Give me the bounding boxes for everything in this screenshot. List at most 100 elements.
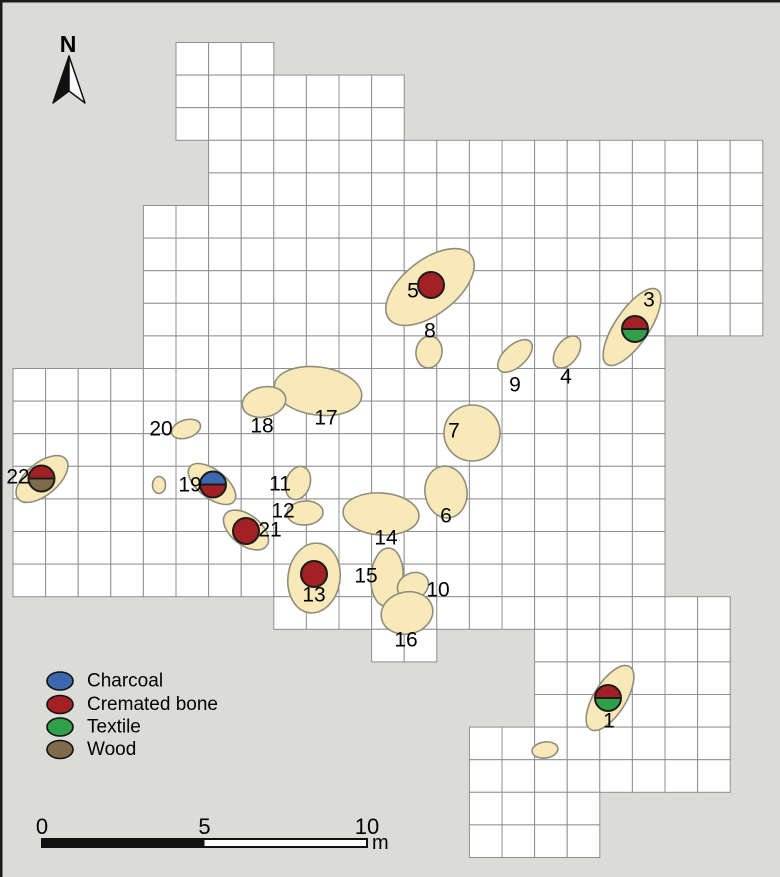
scale-unit-label: m [372, 832, 389, 854]
legend-swatch-charcoal [46, 671, 74, 691]
grid-cell [534, 465, 568, 500]
scale-bar: 0 5 10 m [36, 814, 389, 854]
marker-bottom-half-textile [622, 329, 648, 342]
grid-cell [371, 400, 405, 435]
grid-cell [534, 270, 568, 304]
grid-cell [631, 726, 666, 761]
grid-cell [534, 172, 568, 206]
grid-cell [697, 628, 731, 663]
grid-cell [631, 465, 666, 500]
grid-cell [371, 335, 405, 369]
grid-cell [599, 400, 633, 435]
feature-label-13: 13 [302, 584, 325, 607]
grid-cell [12, 498, 47, 532]
grid-cell [468, 726, 503, 761]
find-markers-layer [27, 271, 649, 712]
grid-cell [208, 237, 242, 272]
grid-cell [599, 531, 633, 565]
grid-cell [77, 498, 112, 532]
grid-cell [142, 498, 177, 532]
grid-cell [77, 400, 112, 435]
grid-cell [240, 335, 275, 369]
grid-cell [697, 205, 731, 239]
grid-cell [697, 172, 731, 206]
grid-cell [664, 205, 699, 239]
grid-cell [338, 302, 373, 337]
feature-label-21: 21 [258, 519, 281, 542]
grid-cell [599, 172, 633, 206]
grid-cell [403, 172, 438, 206]
marker-top-half-charcoal [200, 471, 226, 485]
grid-cell [45, 531, 79, 565]
grid-cell [534, 302, 568, 337]
grid-cell [208, 563, 242, 598]
find-marker-5 [417, 271, 445, 299]
grid-cell [534, 661, 568, 696]
grid-cell [534, 368, 568, 402]
grid-cell [338, 270, 373, 304]
feature-label-17: 17 [314, 407, 337, 430]
grid-cell [208, 302, 242, 337]
grid-cell [403, 368, 438, 402]
grid-cell [338, 205, 373, 239]
grid-cell [599, 596, 633, 630]
grid-cell [664, 172, 699, 206]
grid-cell [142, 531, 177, 565]
grid-cell [501, 139, 536, 174]
grid-cell [273, 139, 307, 174]
grid-cell [273, 107, 307, 141]
feature-label-12: 12 [271, 500, 294, 523]
grid-cell [436, 596, 470, 630]
grid-cell [468, 465, 503, 500]
feature-label-15: 15 [354, 565, 377, 588]
grid-cell [142, 563, 177, 598]
grid-cell [305, 107, 340, 141]
grid-cell [566, 824, 601, 859]
grid-cell [240, 139, 275, 174]
grid-cell [305, 74, 340, 109]
grid-cell [240, 302, 275, 337]
grid-cell [566, 628, 601, 663]
grid-cell [501, 433, 536, 467]
grid-cell [338, 74, 373, 109]
grid-cell [501, 302, 536, 337]
feature-label-14: 14 [374, 527, 398, 550]
grid-cell [45, 368, 79, 402]
grid-cell [208, 270, 242, 304]
grid-cell [501, 172, 536, 206]
grid-cell [273, 270, 307, 304]
grid-cell [501, 205, 536, 239]
grid-cell [534, 205, 568, 239]
grid-cell [305, 433, 340, 467]
grid-cell [729, 172, 764, 206]
scale-bar-black-segment [42, 839, 205, 847]
grid-cell [468, 498, 503, 532]
grid-cell [338, 237, 373, 272]
grid-cell [664, 596, 699, 630]
grid-cell [599, 433, 633, 467]
grid-cell [142, 237, 177, 272]
grid-cell [436, 531, 470, 565]
legend-swatch-wood [46, 739, 74, 760]
grid-cell [175, 335, 210, 369]
legend-label-textile: Textile [87, 717, 141, 738]
grid-cell [729, 302, 764, 337]
scale-bar-white-segment [204, 839, 367, 847]
grid-cell [566, 759, 601, 793]
feature-blob-8 [415, 335, 443, 369]
grid-cell [534, 694, 568, 728]
grid-cell [338, 335, 373, 369]
grid-cell [631, 531, 666, 565]
grid-cell [631, 433, 666, 467]
grid-cell [110, 400, 144, 435]
grid-cell [175, 270, 210, 304]
grid-cell [273, 172, 307, 206]
grid-cell [371, 139, 405, 174]
feature-blobs-layer [15, 247, 662, 759]
grid-cell [664, 661, 699, 696]
grid-cell [403, 205, 438, 239]
grid-cell [566, 139, 601, 174]
grid-cell [631, 596, 666, 630]
grid-cell [142, 302, 177, 337]
